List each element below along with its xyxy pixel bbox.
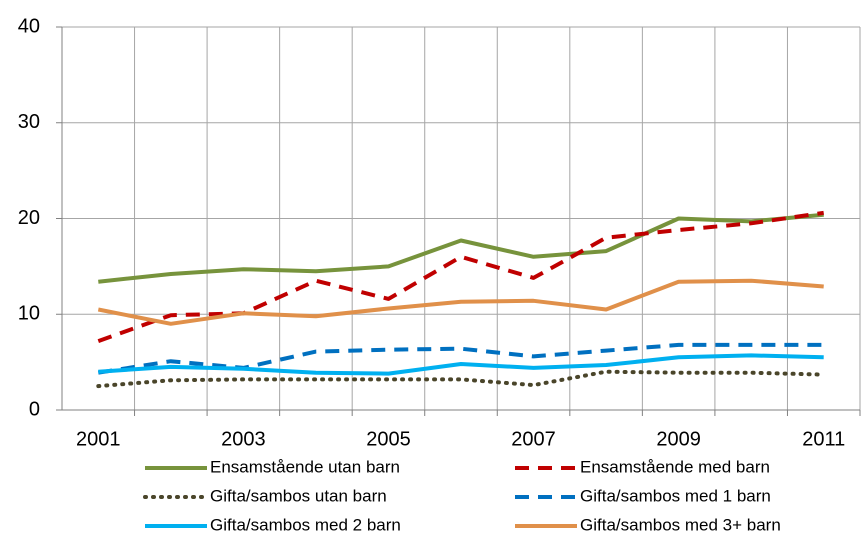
y-tick-label: 30 [18, 111, 40, 133]
x-tick-label: 2001 [76, 428, 121, 450]
legend-label: Gifta/sambos utan barn [210, 486, 387, 505]
series-line [97, 278, 824, 326]
legend-label: Ensamstående med barn [580, 457, 770, 476]
y-tick-label: 40 [18, 15, 40, 37]
series-line [97, 342, 824, 375]
x-tick-label: 2007 [511, 428, 556, 450]
series-line [98, 353, 824, 376]
legend-label: Gifta/sambos med 2 barn [210, 515, 401, 534]
x-tick-label: 2009 [656, 428, 701, 450]
series-line [98, 212, 824, 284]
x-tick-label: 2011 [802, 428, 845, 450]
series-line [97, 210, 824, 343]
series-line [96, 369, 826, 389]
legend-label: Ensamstående utan barn [210, 457, 400, 476]
y-tick-label: 0 [29, 398, 40, 420]
x-tick-label: 2005 [366, 428, 411, 450]
y-tick-label: 10 [18, 303, 40, 325]
x-tick-label: 2003 [221, 428, 266, 450]
y-tick-label: 20 [18, 207, 40, 229]
legend-label: Gifta/sambos med 3+ barn [580, 515, 781, 534]
legend-label: Gifta/sambos med 1 barn [580, 486, 771, 505]
